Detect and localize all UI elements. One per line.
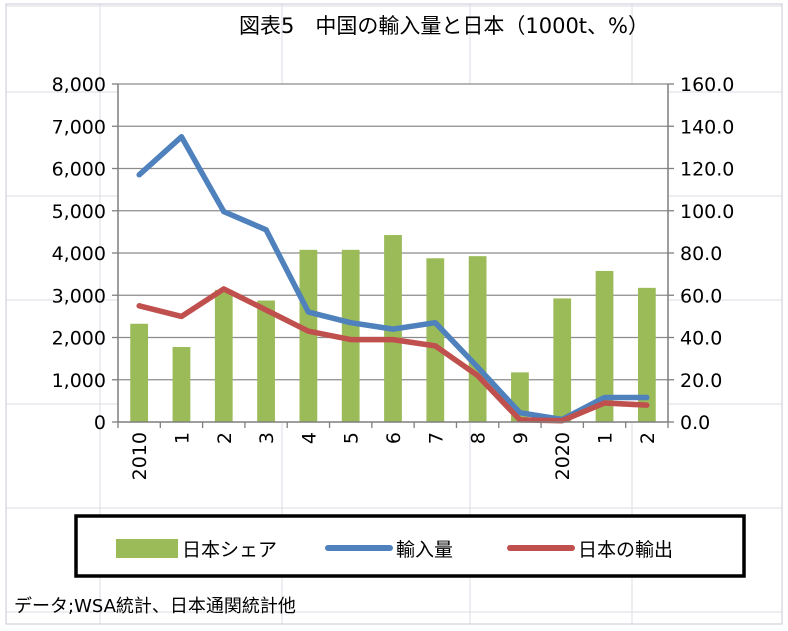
left-tick-label: 5,000: [52, 201, 106, 223]
x-tick-label: 1: [595, 432, 617, 444]
exports-point: [179, 314, 183, 318]
imports-point: [476, 365, 480, 369]
bar: [257, 300, 275, 422]
left-tick-label: 7,000: [52, 116, 106, 138]
imports-point: [349, 321, 353, 325]
bar: [553, 298, 572, 422]
exports-point: [433, 344, 437, 348]
right-tick-labels: 0.0 20.0 40.0 60.0 80.0 100.0 120.0 140.0 160.0: [680, 74, 734, 434]
chart-title: 図表5 中国の輸入量と日本（1000t、%）: [239, 14, 649, 38]
x-tick-label: 6: [383, 432, 405, 444]
x-tick-label: 2010: [129, 432, 151, 480]
right-tick-label: 100.0: [680, 201, 734, 223]
imports-point: [306, 310, 310, 314]
legend-swatch-share: [116, 539, 178, 558]
exports-point: [645, 403, 649, 407]
x-tick-label: 2: [214, 432, 236, 444]
imports-point: [433, 321, 437, 325]
right-tick-label: 140.0: [680, 116, 734, 138]
imports-point: [518, 411, 522, 415]
left-tick-label: 1,000: [52, 370, 106, 392]
legend-box: [74, 514, 746, 578]
left-tick-label: 0: [94, 412, 106, 434]
exports-point: [476, 374, 480, 378]
bar: [468, 256, 487, 422]
legend-label-share: 日本シェア: [182, 539, 277, 561]
bar: [130, 323, 149, 422]
imports-point: [222, 210, 226, 214]
bar: [299, 249, 318, 422]
left-tick-label: 3,000: [52, 285, 106, 307]
line-series: [136, 134, 650, 424]
source-note: データ;WSA統計、日本通関統計他: [14, 596, 296, 617]
x-tick-label: 3: [256, 432, 278, 444]
legend-label-exports: 日本の輸出: [578, 539, 673, 561]
left-tick-label: 6,000: [52, 159, 106, 181]
exports-point: [306, 329, 310, 333]
exports-point: [222, 287, 226, 291]
right-tick-label: 40.0: [680, 328, 722, 350]
bar: [214, 289, 233, 422]
bar: [172, 347, 191, 422]
exports-point: [391, 338, 395, 342]
imports-point: [391, 327, 395, 331]
left-tick-label: 4,000: [52, 243, 106, 265]
bar-series: [130, 235, 656, 422]
bar: [426, 258, 445, 422]
legend-label-imports: 輸入量: [396, 539, 453, 561]
right-tick-label: 80.0: [680, 243, 722, 265]
right-tick-label: 20.0: [680, 370, 722, 392]
exports-point: [349, 338, 353, 342]
x-tick-labels: 2010 1 2 3 4 5 6 7 8 9 2020 1 2: [129, 432, 659, 480]
x-tick-label: 9: [510, 432, 532, 444]
bar: [595, 270, 614, 422]
x-tick-label: 7: [425, 432, 447, 444]
x-tick-label: 2: [637, 432, 659, 444]
x-tick-label: 2020: [552, 432, 574, 480]
exports-point: [518, 418, 522, 422]
right-tick-label: 120.0: [680, 159, 734, 181]
imports-point: [264, 228, 268, 232]
x-tick-label: 1: [171, 432, 193, 444]
imports-point: [179, 135, 183, 139]
left-tick-labels: 0 1,000 2,000 3,000 4,000 5,000 6,000 7,000 8,00…: [52, 74, 106, 434]
imports-point: [603, 395, 607, 399]
bar: [637, 287, 656, 422]
right-tick-label: 160.0: [680, 74, 734, 96]
right-tick-label: 0.0: [680, 412, 710, 434]
imports-point: [137, 173, 141, 177]
x-tick-label: 5: [341, 432, 363, 444]
x-tick-label: 8: [468, 432, 490, 444]
x-tick-label: 4: [298, 432, 320, 444]
left-tick-label: 2,000: [52, 328, 106, 350]
bar: [341, 249, 360, 422]
right-tick-label: 60.0: [680, 285, 722, 307]
chart-frame: [5, 3, 783, 625]
exports-point: [264, 308, 268, 312]
left-tick-label: 8,000: [52, 74, 106, 96]
exports-point: [603, 401, 607, 405]
exports-point: [137, 304, 141, 308]
imports-point: [645, 395, 649, 399]
